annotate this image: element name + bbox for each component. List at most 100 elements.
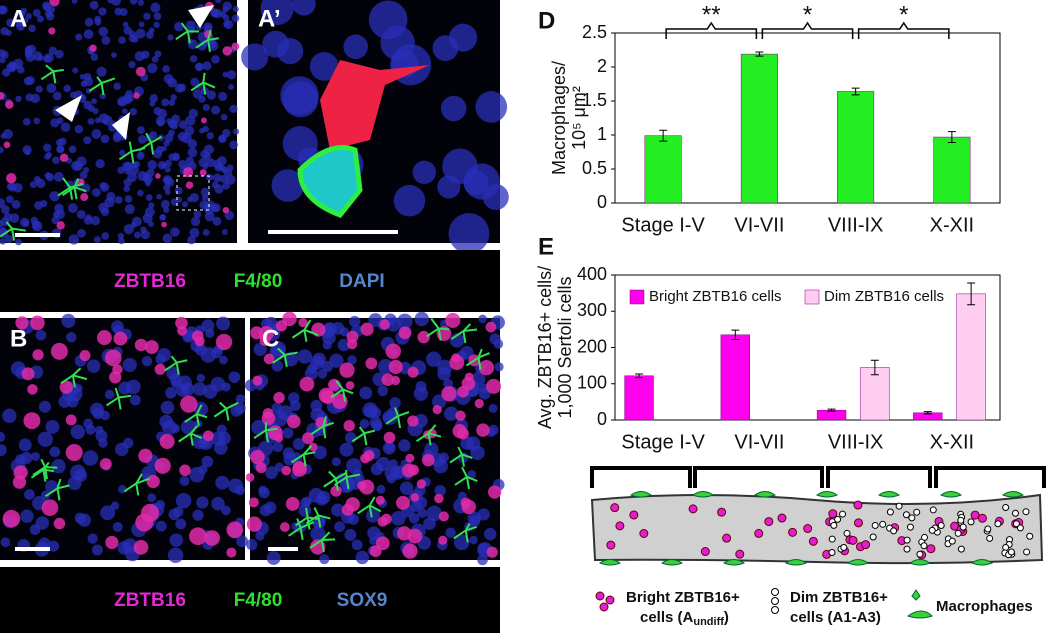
macrophage — [32, 458, 58, 480]
dim-cell — [937, 522, 945, 530]
nucleus — [100, 207, 110, 217]
nucleus — [48, 46, 57, 55]
nucleus — [412, 160, 436, 185]
nucleus — [0, 431, 6, 443]
nucleus — [100, 134, 110, 144]
zbtb16-cell — [59, 153, 69, 163]
bright-cell — [977, 513, 987, 523]
nucleus — [384, 442, 395, 452]
nucleus — [29, 524, 41, 535]
nucleus — [104, 197, 115, 208]
zbtb16-cell — [255, 462, 267, 474]
nucleus — [170, 227, 180, 237]
nucleus — [110, 501, 120, 510]
bright-cell — [803, 524, 813, 534]
nucleus — [398, 439, 411, 452]
legend-subscript: undiff — [693, 616, 724, 628]
macrophage — [178, 425, 203, 446]
nucleus — [91, 98, 98, 105]
nucleus — [203, 152, 212, 161]
macrophage — [138, 132, 163, 155]
nucleus — [425, 351, 442, 367]
macrophage — [213, 401, 239, 421]
nucleus — [75, 33, 83, 41]
nucleus — [0, 57, 6, 64]
zbtb16-cell — [194, 336, 205, 347]
nucleus — [212, 8, 223, 19]
error-bar — [923, 411, 932, 415]
nucleus — [414, 413, 428, 428]
dim-cell — [908, 514, 916, 522]
nucleus — [388, 459, 398, 469]
nucleus — [44, 9, 53, 18]
nucleus — [117, 232, 125, 240]
significance-label: ** — [702, 1, 721, 28]
nucleus — [56, 117, 64, 124]
nucleus — [118, 484, 127, 494]
macrophage — [320, 60, 430, 150]
nucleus — [282, 427, 294, 439]
macrophage — [61, 178, 87, 200]
nucleus — [216, 316, 231, 331]
nucleus — [167, 34, 174, 41]
nucleus — [359, 419, 370, 429]
nucleus — [181, 133, 192, 144]
nucleus — [140, 229, 151, 240]
nucleus — [0, 26, 9, 36]
nucleus — [368, 0, 408, 40]
nucleus — [138, 151, 144, 158]
error-bar — [635, 373, 644, 379]
zbtb16-cell — [49, 0, 60, 7]
dim-cell — [890, 527, 898, 535]
nucleus — [271, 169, 305, 202]
zbtb16-cell — [200, 117, 207, 124]
stage-brackets — [590, 466, 1046, 488]
dim-cell — [843, 529, 851, 537]
bar — [720, 334, 750, 421]
nucleus — [122, 21, 129, 28]
nucleus — [377, 385, 389, 397]
legend-label: Bright ZBTB16 cells — [649, 288, 782, 305]
nucleus — [219, 10, 227, 18]
bright-cell — [828, 509, 838, 519]
nucleus — [390, 510, 406, 526]
dim-cell — [1016, 524, 1024, 532]
nucleus — [90, 215, 101, 226]
zbtb16-cell — [390, 375, 401, 386]
nucleus — [178, 120, 188, 129]
panel-label: A — [10, 5, 27, 32]
zbtb16-cell — [286, 414, 301, 429]
zbtb16-cell — [146, 474, 160, 489]
error-bar — [947, 131, 956, 143]
nucleus — [43, 54, 51, 63]
nucleus — [124, 204, 135, 215]
bar — [860, 367, 890, 421]
nucleus — [118, 36, 126, 45]
macrophage — [426, 318, 450, 341]
tubule — [590, 493, 1044, 565]
bright-cell — [848, 535, 858, 545]
nucleus — [219, 164, 226, 172]
nucleus — [331, 321, 345, 335]
nucleus — [83, 216, 93, 225]
nucleus — [87, 105, 95, 112]
nucleus — [20, 509, 34, 523]
nucleus — [135, 28, 146, 39]
nucleus — [271, 360, 284, 372]
macrophage — [288, 518, 315, 540]
zbtb16-cell — [438, 535, 448, 545]
nucleus — [129, 107, 138, 116]
nucleus — [53, 171, 64, 182]
nucleus — [67, 203, 78, 214]
zbtb16-cell — [308, 442, 318, 452]
nucleus — [20, 7, 27, 15]
nucleus — [90, 53, 99, 61]
nucleus — [123, 185, 130, 192]
zbtb16-cell — [204, 530, 220, 546]
nucleus — [154, 50, 162, 58]
macrophage — [970, 559, 994, 566]
macrophage — [106, 387, 132, 410]
zbtb16-cell — [161, 221, 167, 228]
macrophage — [846, 559, 870, 566]
nucleus — [24, 489, 35, 500]
